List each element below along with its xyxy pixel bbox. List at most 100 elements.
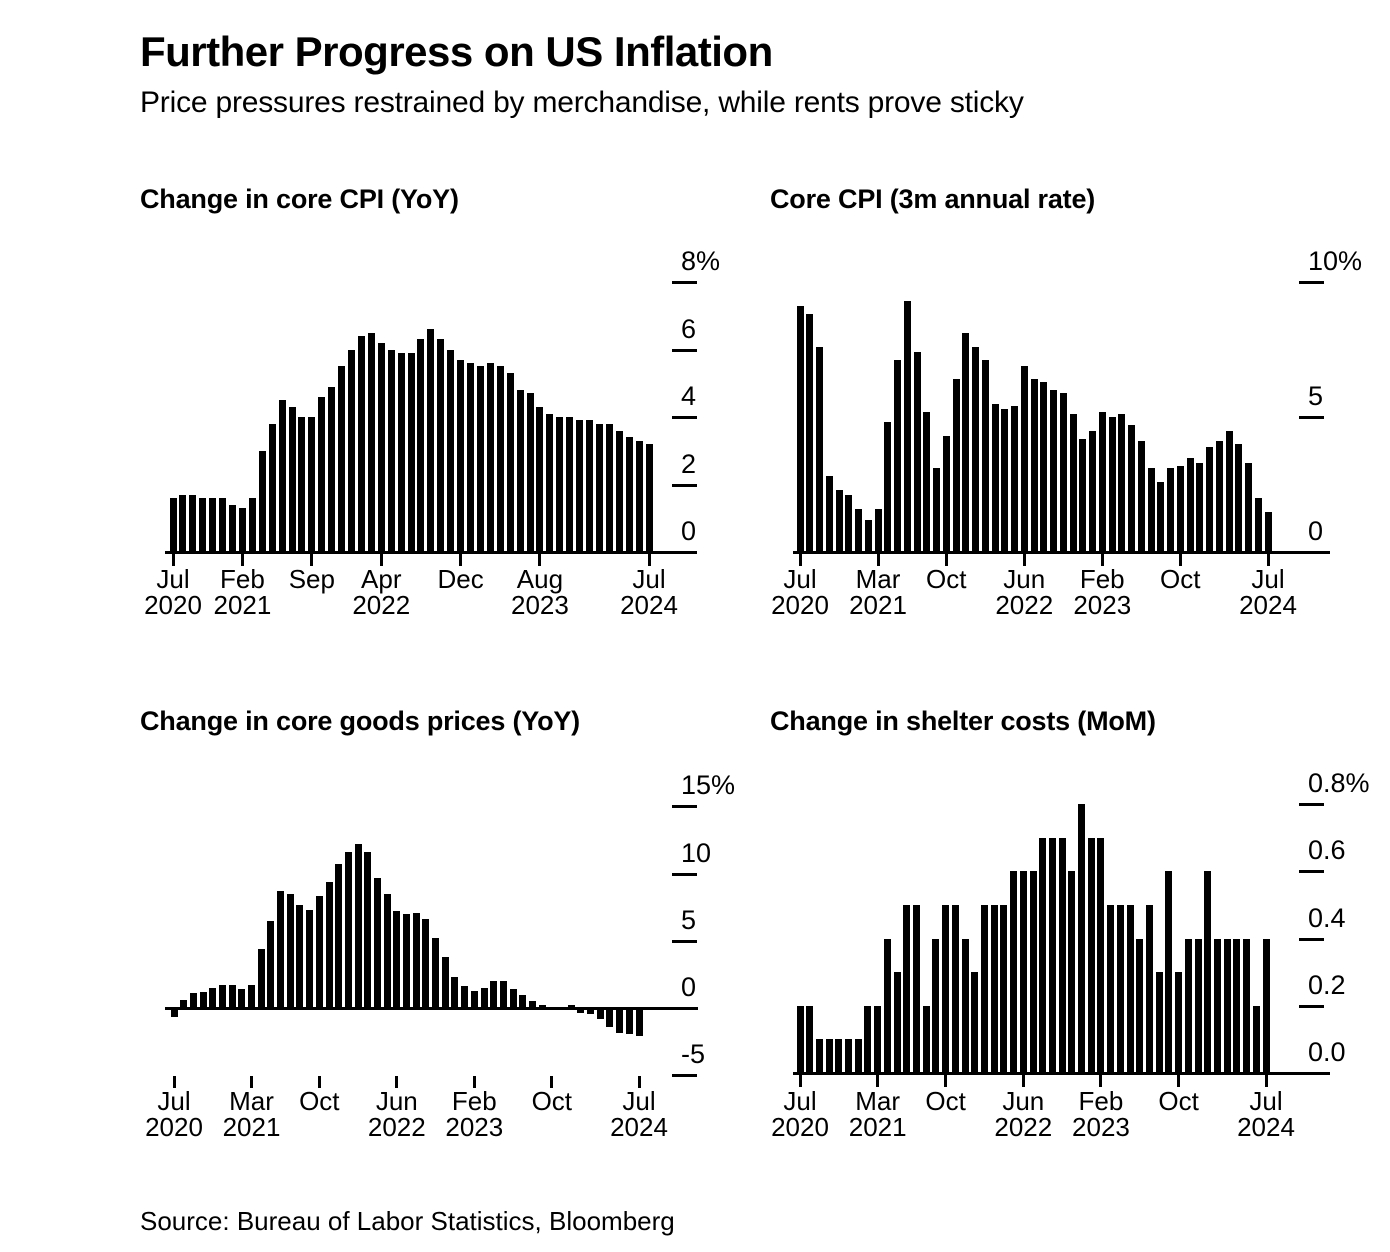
- bar: [1213, 938, 1221, 1073]
- y-axis-label: 0: [1308, 516, 1324, 546]
- x-axis-tick: [1022, 554, 1026, 566]
- bar: [913, 905, 920, 1073]
- bar: [318, 396, 326, 552]
- bar: [257, 948, 265, 1008]
- y-axis-tick: [672, 348, 697, 352]
- bar: [1262, 938, 1270, 1073]
- y-axis-tick: [672, 416, 697, 419]
- y-axis-tick: [1299, 803, 1324, 807]
- y-axis-tick: [1299, 281, 1324, 284]
- x-axis-tick: [1264, 1075, 1268, 1087]
- x-tick-month: Feb: [1079, 564, 1125, 594]
- x-axis-tick: [1177, 1075, 1181, 1087]
- bar: [942, 435, 950, 552]
- bar: [427, 329, 435, 552]
- bar: [1089, 430, 1096, 552]
- bar: [1175, 972, 1183, 1073]
- bar: [1116, 905, 1124, 1073]
- x-tick-year: 2022: [994, 1112, 1053, 1142]
- x-tick-year: 2021: [849, 590, 907, 620]
- y-axis-label: 0.2: [1308, 969, 1346, 1000]
- bar: [441, 956, 449, 1008]
- y-axis-label: 4: [681, 381, 697, 411]
- y-axis-tick: [672, 281, 697, 284]
- x-tick-year: 2021: [213, 590, 272, 620]
- bar: [616, 1010, 624, 1033]
- bar: [169, 498, 177, 552]
- bar: [387, 349, 395, 552]
- bar: [417, 339, 425, 552]
- bar: [556, 417, 564, 552]
- x-tick-year: 2023: [1073, 590, 1132, 620]
- x-axis-tick: [395, 1076, 399, 1088]
- bar: [1194, 938, 1202, 1073]
- bar: [403, 913, 410, 1008]
- bar: [884, 422, 892, 552]
- x-tick-year: 2024: [610, 1112, 668, 1142]
- bar: [189, 494, 197, 552]
- bar: [1079, 438, 1087, 552]
- x-tick-year: 2020: [771, 590, 829, 620]
- x-axis-tick: [876, 1075, 880, 1087]
- bar: [348, 349, 355, 552]
- bar: [457, 359, 465, 552]
- bar: [972, 346, 979, 552]
- x-tick-year: 2024: [620, 590, 678, 620]
- bar: [451, 977, 459, 1008]
- bar: [894, 360, 901, 552]
- bar: [1098, 411, 1106, 552]
- bar: [577, 1010, 585, 1013]
- bar: [476, 366, 484, 552]
- x-axis-tick: [250, 1076, 253, 1088]
- chart-title-core-goods-yoy: Change in core goods prices (YoY): [140, 706, 580, 736]
- bar: [1019, 871, 1027, 1073]
- x-tick-month: Oct: [1160, 564, 1201, 594]
- bar: [308, 417, 316, 552]
- x-axis-tick: [538, 554, 542, 566]
- bar: [942, 905, 950, 1073]
- bar: [1040, 381, 1048, 552]
- bar: [1264, 511, 1272, 552]
- y-axis-tick: [1299, 1004, 1324, 1008]
- bar: [499, 981, 507, 1008]
- bar: [219, 498, 227, 552]
- bar: [278, 400, 286, 552]
- bar: [1020, 365, 1028, 552]
- bar: [1108, 417, 1116, 552]
- bar: [1243, 938, 1251, 1073]
- bar: [1146, 905, 1153, 1073]
- bar: [306, 909, 314, 1008]
- bar: [1206, 446, 1213, 552]
- x-tick-year: 2023: [510, 590, 569, 620]
- x-tick-year: 2024: [1239, 590, 1297, 620]
- bar: [470, 990, 478, 1008]
- bar: [874, 508, 882, 552]
- bar: [883, 938, 891, 1073]
- bar: [1254, 498, 1262, 552]
- bar: [1252, 1005, 1260, 1073]
- bar: [903, 300, 911, 552]
- bar: [338, 366, 346, 552]
- bar: [328, 386, 336, 552]
- x-axis-tick: [317, 1076, 321, 1088]
- x-axis-tick: [1266, 554, 1270, 566]
- bar: [625, 437, 633, 552]
- bar: [1058, 837, 1066, 1073]
- x-tick-month: Dec: [437, 564, 484, 594]
- x-axis-tick: [379, 554, 383, 566]
- bar: [412, 912, 420, 1008]
- bar: [538, 1005, 546, 1008]
- bar: [344, 852, 352, 1008]
- x-tick-month: Feb: [1078, 1086, 1124, 1116]
- bar: [1050, 390, 1057, 552]
- bar: [806, 314, 814, 552]
- bar: [796, 306, 804, 552]
- page-subtitle: Price pressures restrained by merchandis…: [140, 86, 1024, 119]
- x-axis-tick: [310, 554, 314, 566]
- bar: [335, 864, 343, 1008]
- bar: [1215, 441, 1223, 552]
- bar: [980, 905, 988, 1073]
- bar: [815, 1039, 823, 1073]
- bar: [635, 440, 643, 552]
